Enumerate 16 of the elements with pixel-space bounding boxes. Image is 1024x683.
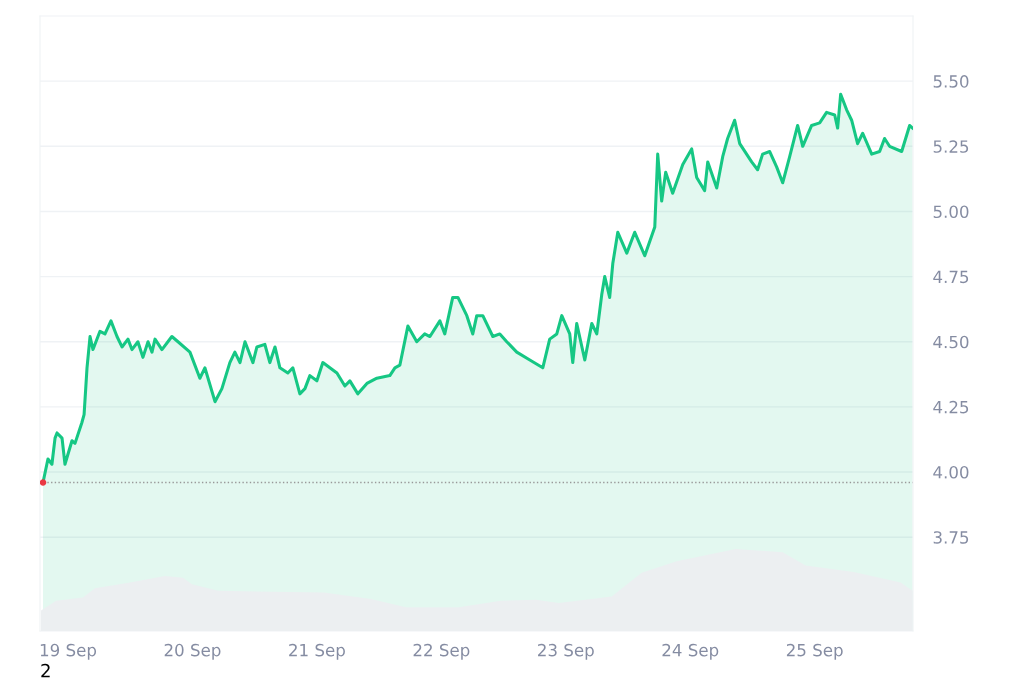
x-tick-label: 24 Sep (662, 643, 719, 660)
x-tick-label: 25 Sep (786, 643, 843, 660)
x-tick-label: 23 Sep (538, 643, 594, 660)
x-tick-label: 22 Sep (413, 643, 470, 660)
y-tick-label: 3.75 (933, 531, 969, 544)
x-tick-label: 19 Sep (40, 643, 97, 660)
x-tick-label: 21 Sep (289, 643, 345, 660)
y-tick-label: 4.00 (933, 466, 969, 479)
y-tick-label: 4.50 (933, 335, 969, 349)
y-tick-label: 5.25 (933, 140, 969, 153)
y-tick-label: 5.00 (933, 205, 969, 219)
y-tick-label: 4.25 (933, 400, 969, 414)
y-tick-label: 4.75 (933, 270, 969, 284)
text: 2 (41, 663, 50, 678)
y-tick-label: 5.50 (933, 75, 969, 88)
x-tick-label: 20 Sep (164, 643, 221, 660)
